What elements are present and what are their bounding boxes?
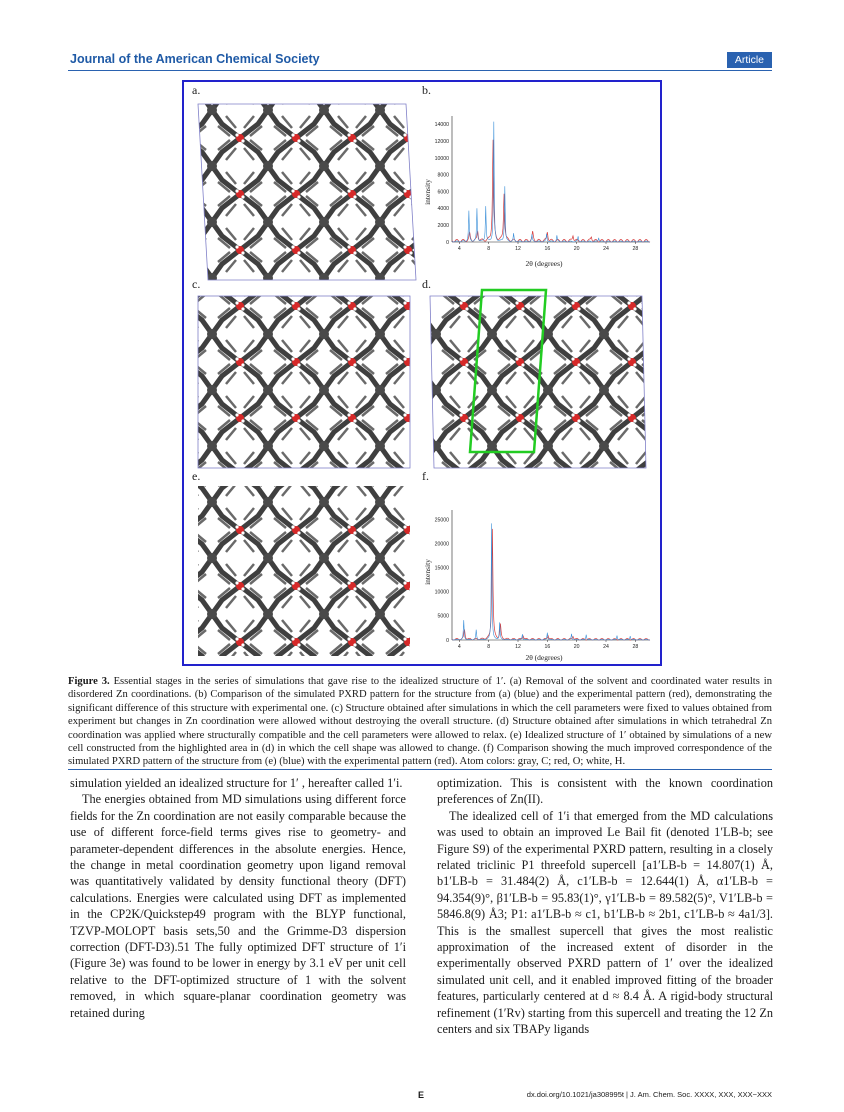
plot-b-ytick: 12000 <box>435 139 450 145</box>
panel-label-f: f. <box>422 469 429 483</box>
plot-b-xtick: 16 <box>544 246 550 252</box>
plot-f-ylabel: intensity <box>423 559 432 585</box>
plot-b-xtick: 12 <box>515 246 521 252</box>
plot-f-xtick: 12 <box>515 644 521 650</box>
caption-text: Essential stages in the series of simula… <box>68 676 772 768</box>
plot-b-ytick: 8000 <box>437 173 449 179</box>
plot-b-xtick: 24 <box>603 246 609 252</box>
plot-b-ytick: 2000 <box>437 223 449 229</box>
figure-3: a. b. c. d. e. f. intensity 2θ (degre <box>182 80 662 666</box>
plot-f-ytick: 15000 <box>435 566 450 572</box>
plot-f-xtick: 20 <box>574 644 580 650</box>
plot-b-ytick: 14000 <box>435 122 450 128</box>
plot-f-experimental-pattern <box>451 528 651 641</box>
plot-f-ytick: 25000 <box>435 517 450 523</box>
plot-f-xlabel: 2θ (degrees) <box>525 653 563 662</box>
caption-label: Figure 3. <box>68 676 110 687</box>
plot-f-ytick: 0 <box>446 638 449 644</box>
pxrd-plot-b: intensity 2θ (degrees) 0 2000 4000 6000 8000… <box>423 116 651 268</box>
panel-label-c: c. <box>192 277 200 291</box>
panel-label-e: e. <box>192 469 200 483</box>
right-paragraph-2: The idealized cell of 1′i that emerged f… <box>437 808 773 1037</box>
left-column: simulation yielded an idealized structur… <box>70 775 406 1021</box>
article-badge: Article <box>726 52 772 68</box>
plot-b-xtick: 20 <box>574 246 580 252</box>
journal-title: Journal of the American Chemical Society <box>70 52 320 66</box>
header-rule <box>68 70 772 71</box>
figure-caption: Figure 3. Essential stages in the series… <box>68 675 772 769</box>
structure-panel-c <box>197 295 411 469</box>
plot-f-xtick: 16 <box>544 644 550 650</box>
plot-b-ytick: 10000 <box>435 156 450 162</box>
plot-f-ytick: 5000 <box>437 614 449 620</box>
right-paragraph-1: optimization. This is consistent with th… <box>437 776 773 807</box>
pxrd-plot-f: intensity 2θ (degrees) 0 5000 10000 15000 20… <box>423 510 651 662</box>
plot-b-xlabel: 2θ (degrees) <box>525 259 563 268</box>
structure-panel-e <box>198 486 410 656</box>
plot-f-xtick: 28 <box>632 644 638 650</box>
plot-b-ytick: 0 <box>446 240 449 246</box>
plot-b-simulated-pattern <box>451 121 651 243</box>
plot-f-xtick: 24 <box>603 644 609 650</box>
running-header: Journal of the American Chemical Society… <box>68 52 772 70</box>
caption-rule <box>68 769 772 770</box>
left-paragraph-2: The energies obtained from MD simulation… <box>70 792 406 1020</box>
page-number: E <box>418 1090 425 1100</box>
plot-b-xtick: 28 <box>632 246 638 252</box>
panel-label-a: a. <box>192 83 200 97</box>
plot-b-ylabel: intensity <box>423 179 432 205</box>
plot-f-ytick: 10000 <box>435 590 450 596</box>
plot-b-ytick: 6000 <box>437 189 449 195</box>
plot-b-ytick: 4000 <box>437 206 449 212</box>
highlighted-cell <box>468 288 548 454</box>
footer-doi: dx.doi.org/10.1021/ja308995t | J. Am. Ch… <box>526 1090 772 1099</box>
structure-panel-d <box>429 288 647 469</box>
plot-b-xtick: 4 <box>458 246 461 252</box>
figure-panels: a. b. c. d. e. f. intensity 2θ (degre <box>192 83 651 662</box>
plot-f-xtick: 8 <box>487 644 490 650</box>
left-paragraph-1: simulation yielded an idealized structur… <box>70 776 403 790</box>
plot-f-simulated-pattern <box>451 523 651 641</box>
right-column: optimization. This is consistent with th… <box>437 775 773 1038</box>
panel-label-d: d. <box>422 277 431 291</box>
structure-panel-a <box>197 103 417 281</box>
plot-b-experimental-pattern <box>451 139 651 243</box>
plot-f-xtick: 4 <box>458 644 461 650</box>
panel-label-b: b. <box>422 83 431 97</box>
plot-b-xtick: 8 <box>487 246 490 252</box>
plot-f-ytick: 20000 <box>435 542 450 548</box>
